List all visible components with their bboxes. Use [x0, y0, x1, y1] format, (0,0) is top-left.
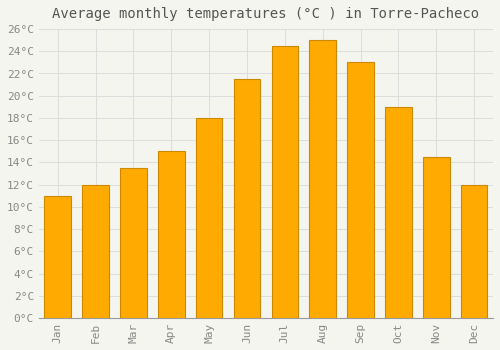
Bar — [385, 107, 411, 318]
Bar — [196, 118, 222, 318]
Title: Average monthly temperatures (°C ) in Torre-Pacheco: Average monthly temperatures (°C ) in To… — [52, 7, 480, 21]
Bar — [44, 196, 71, 318]
Bar — [348, 62, 374, 318]
Bar — [120, 168, 146, 318]
Bar — [158, 151, 184, 318]
Bar — [423, 157, 450, 318]
Bar — [310, 40, 336, 318]
Bar — [82, 184, 109, 318]
Bar — [272, 46, 298, 318]
Bar — [461, 184, 487, 318]
Bar — [234, 79, 260, 318]
